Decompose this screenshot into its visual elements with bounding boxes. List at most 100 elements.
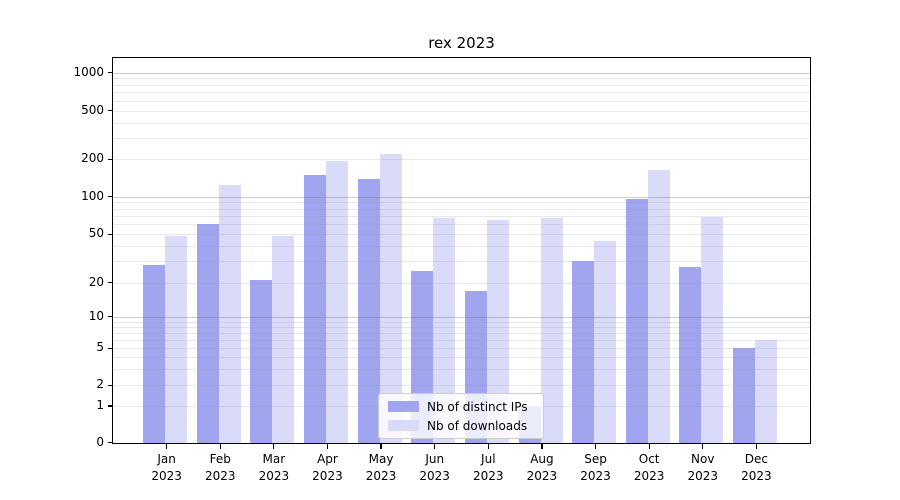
- x-tick: [326, 444, 329, 449]
- x-tick: [648, 444, 650, 449]
- y-tick: [107, 282, 113, 284]
- x-tick: [755, 444, 757, 449]
- bar-downloads: [379, 154, 402, 443]
- bar-downloads: [594, 241, 617, 443]
- bar-distinct-ips: [625, 199, 648, 443]
- x-tick-label: Sep 2023: [580, 452, 611, 483]
- chart-title: rex 2023: [428, 34, 495, 52]
- y-tick-label: 0: [96, 434, 104, 449]
- y-tick-label: 5: [96, 340, 104, 355]
- y-tick: [107, 316, 113, 318]
- x-tick: [166, 444, 168, 449]
- gridline: [112, 202, 810, 204]
- y-tick: [107, 347, 113, 349]
- y-tick-label: 2: [96, 377, 104, 392]
- y-tick-label: 20: [88, 274, 104, 289]
- x-tick: [219, 444, 221, 449]
- gridline-major: [112, 316, 810, 318]
- y-tick-label: 50: [88, 226, 104, 241]
- gridline: [112, 368, 810, 370]
- legend-item: Nb of distinct IPs: [388, 399, 543, 414]
- gridline: [112, 357, 810, 359]
- bar-distinct-ips: [143, 264, 166, 443]
- gridline: [112, 78, 810, 80]
- gridline: [112, 84, 810, 86]
- legend-item: Nb of downloads: [388, 418, 543, 433]
- x-tick-label: Apr 2023: [312, 452, 343, 483]
- legend-item-label: Nb of downloads: [427, 418, 528, 433]
- y-tick: [107, 72, 113, 74]
- y-tick-label: 1: [96, 398, 104, 412]
- bar-distinct-ips: [196, 224, 219, 443]
- bar-downloads: [165, 236, 188, 443]
- x-tick: [487, 444, 489, 449]
- bar-distinct-ips: [304, 174, 327, 443]
- y-tick: [107, 196, 113, 198]
- gridline: [112, 282, 810, 284]
- x-tick-label: May 2023: [365, 452, 397, 483]
- x-tick-label: Feb 2023: [204, 452, 236, 483]
- y-tick: [107, 442, 113, 444]
- gridline: [112, 208, 810, 210]
- gridline: [112, 216, 810, 218]
- x-tick: [541, 444, 543, 449]
- y-tick: [107, 110, 113, 112]
- gridline: [112, 261, 810, 263]
- x-tick-label: Jun 2023: [419, 452, 450, 483]
- bar-downloads: [486, 220, 509, 443]
- y-tick-label: 200: [81, 151, 104, 166]
- legend-swatch-downloads: [388, 420, 419, 431]
- y-tick: [107, 405, 113, 407]
- gridline-major: [112, 72, 810, 74]
- x-tick: [702, 444, 704, 449]
- x-tick-label: Jul 2023: [473, 452, 504, 483]
- gridline: [112, 234, 810, 236]
- bar-distinct-ips: [732, 348, 755, 443]
- gridline: [112, 385, 810, 387]
- gridline: [112, 92, 810, 94]
- x-tick-label: Oct 2023: [633, 452, 665, 483]
- y-tick-label: 10: [88, 308, 104, 323]
- bar-downloads: [701, 216, 724, 443]
- y-tick: [107, 158, 113, 160]
- gridline: [112, 224, 810, 226]
- bar-downloads: [272, 236, 295, 443]
- bar-distinct-ips: [250, 280, 273, 443]
- bar-distinct-ips: [679, 266, 702, 443]
- bar-downloads: [754, 340, 777, 443]
- x-tick-label: Nov 2023: [687, 452, 719, 483]
- y-tick-label: 100: [81, 188, 104, 203]
- gridline-major: [112, 196, 810, 198]
- x-tick: [434, 444, 436, 449]
- x-tick-label: Mar 2023: [258, 452, 290, 483]
- plot-area: [111, 57, 811, 444]
- bar-distinct-ips: [357, 178, 380, 443]
- y-tick-label: 1000: [73, 64, 104, 79]
- x-tick: [273, 444, 275, 449]
- y-tick-label: 500: [81, 102, 104, 117]
- bar-downloads: [647, 169, 670, 443]
- x-tick-label: Jan 2023: [151, 452, 182, 483]
- y-tick: [107, 233, 113, 235]
- gridline: [112, 100, 810, 102]
- legend: Nb of distinct IPs Nb of downloads: [378, 393, 544, 439]
- x-tick-label: Aug 2023: [526, 452, 558, 483]
- bar-downloads: [218, 184, 241, 443]
- bar-distinct-ips: [572, 261, 595, 443]
- bar-downloads: [433, 217, 456, 443]
- bar-downloads: [326, 160, 349, 443]
- gridline: [112, 332, 810, 334]
- gridline: [112, 159, 810, 161]
- y-tick: [107, 384, 113, 386]
- gridline: [112, 246, 810, 248]
- gridline: [112, 122, 810, 124]
- x-tick: [594, 444, 597, 449]
- legend-swatch-distinct-ips: [388, 401, 419, 412]
- gridline: [112, 339, 810, 341]
- gridline: [112, 348, 810, 350]
- legend-item-label: Nb of distinct IPs: [427, 399, 528, 414]
- x-tick: [380, 444, 382, 449]
- gridline: [112, 326, 810, 328]
- gridline: [112, 321, 810, 323]
